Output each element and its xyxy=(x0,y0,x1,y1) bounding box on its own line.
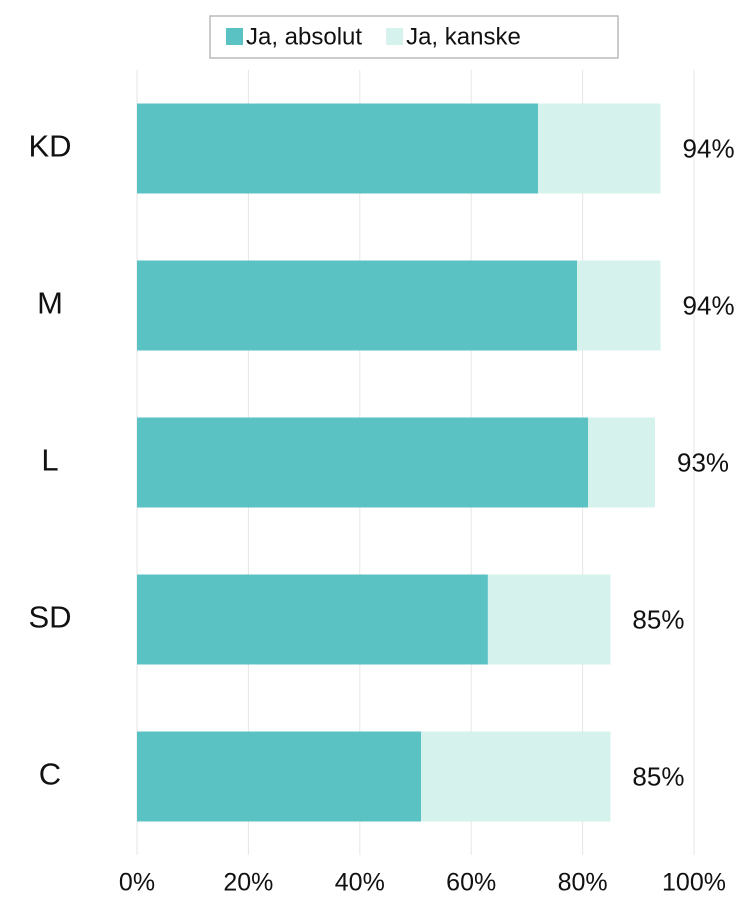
total-label: 85% xyxy=(632,604,684,634)
bar-segment xyxy=(137,574,488,665)
total-label: 94% xyxy=(683,290,735,320)
category-label: KD xyxy=(28,129,71,164)
bar-segment xyxy=(137,417,589,508)
legend-label: Ja, absolut xyxy=(246,23,362,50)
legend-swatch xyxy=(386,28,404,45)
bar-segment xyxy=(137,260,578,351)
category-label: L xyxy=(41,443,58,478)
total-label: 93% xyxy=(677,447,729,477)
total-label: 94% xyxy=(683,133,735,163)
category-label: M xyxy=(37,286,63,321)
x-tick-label: 20% xyxy=(223,869,273,897)
total-label: 85% xyxy=(632,761,684,791)
bar-segment xyxy=(577,260,661,351)
bar-segment xyxy=(588,417,656,508)
bar-segment xyxy=(421,731,611,822)
category-label: SD xyxy=(28,600,71,635)
bar-segment xyxy=(137,103,539,194)
x-tick-label: 80% xyxy=(558,869,608,897)
legend-label: Ja, kanske xyxy=(406,23,521,50)
x-tick-label: 0% xyxy=(119,869,155,897)
x-tick-label: 40% xyxy=(335,869,385,897)
x-tick-label: 100% xyxy=(662,869,726,897)
x-tick-label: 60% xyxy=(446,869,496,897)
bar-segment xyxy=(137,731,422,822)
legend-box xyxy=(209,15,619,59)
bar-segment xyxy=(538,103,661,194)
bar-segment xyxy=(487,574,611,665)
category-label: C xyxy=(39,757,61,792)
legend-swatch xyxy=(226,28,243,45)
